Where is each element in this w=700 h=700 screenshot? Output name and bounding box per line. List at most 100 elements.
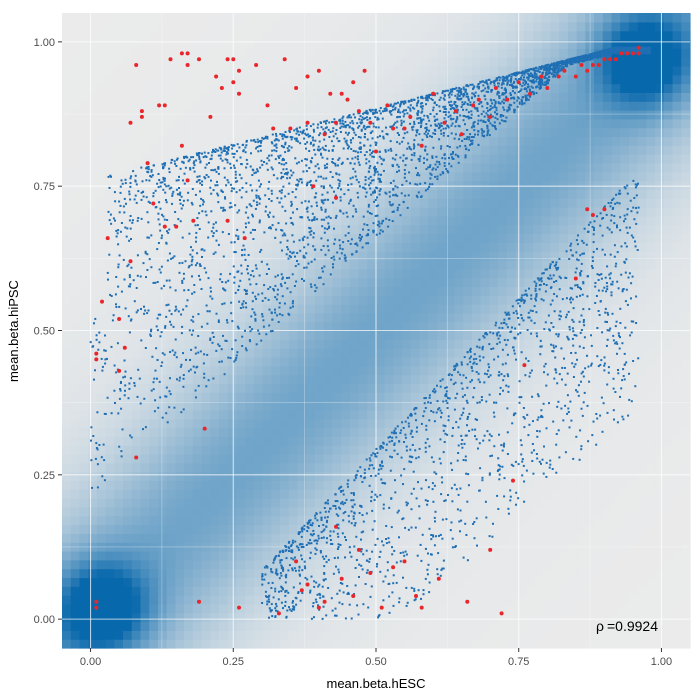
density-cell [437,603,447,614]
density-cell [123,65,133,76]
density-cell [445,409,456,420]
density-cell [140,304,150,314]
density-cell [288,418,299,429]
density-cell [227,542,238,552]
density-cell [123,392,133,402]
density-cell [140,348,150,358]
density-cell [428,233,438,243]
density-cell [210,162,220,173]
density-cell [114,506,124,517]
density-cell [280,145,290,155]
density-cell [140,639,150,649]
density-cell [559,436,569,446]
density-cell [393,65,403,76]
density-cell [227,639,238,649]
density-cell [140,110,150,120]
density-cell [288,339,299,349]
density-cell [611,453,621,464]
density-cell [515,630,525,640]
density-cell [663,480,674,490]
density-cell [585,74,595,85]
density-cell [393,339,403,349]
density-cell [62,462,72,473]
density-cell [166,409,176,420]
density-cell [88,356,98,367]
density-cell [419,207,429,217]
density-cell [471,603,482,614]
density-cell [184,233,194,243]
density-cell [602,118,613,129]
density-cell [306,57,316,67]
density-cell [201,436,211,446]
density-cell [70,48,81,58]
density-cell [219,312,229,323]
density-cell [428,286,438,296]
density-cell [349,224,360,235]
density-cell [550,586,560,596]
density-cell [655,48,665,58]
density-cell [123,498,133,508]
density-cell [210,401,220,411]
density-cell [96,445,107,455]
density-cell [515,162,525,173]
density-cell [306,595,316,605]
density-cell [253,304,264,314]
density-cell [210,65,220,76]
density-cell [393,383,403,393]
density-cell [79,612,89,623]
density-cell [428,83,438,93]
density-cell [576,577,586,587]
density-cell [341,480,351,490]
density-cell [140,74,150,85]
density-cell [175,207,185,217]
density-cell [210,533,220,543]
density-cell [114,136,124,146]
density-cell [288,348,299,358]
density-cell [166,145,176,155]
density-cell [306,13,316,23]
density-cell [620,427,630,437]
density-cell [559,207,569,217]
density-cell [567,118,578,129]
density-cell [498,189,508,199]
density-cell [288,286,299,296]
density-cell [306,154,316,164]
density-cell [201,418,211,429]
density-cell [149,409,159,420]
density-cell [323,83,333,93]
density-cell [489,242,499,252]
density-cell [541,392,552,402]
density-cell [506,462,517,473]
density-cell [611,330,621,340]
density-cell [280,445,290,455]
density-cell [585,39,595,49]
density-cell [323,339,333,349]
density-cell [245,595,255,605]
density-cell [471,110,482,120]
density-cell [332,409,342,420]
density-cell [637,401,647,411]
density-cell [410,259,421,270]
density-cell [349,533,360,543]
density-cell [131,550,142,561]
density-cell [602,83,613,93]
density-cell [149,586,159,596]
density-cell [611,251,621,261]
density-cell [79,639,89,649]
density-cell [550,92,560,102]
density-cell [131,639,142,649]
density-cell [245,286,255,296]
density-cell [393,603,403,614]
density-cell [594,339,604,349]
density-cell [210,13,220,23]
density-cell [410,524,421,534]
density-cell [384,277,395,287]
density-cell [323,401,333,411]
density-cell [410,224,421,235]
density-cell [471,401,482,411]
density-cell [323,621,333,631]
density-cell [480,550,490,561]
density-cell [646,251,656,261]
density-cell [70,489,81,499]
density-cell [349,277,360,287]
